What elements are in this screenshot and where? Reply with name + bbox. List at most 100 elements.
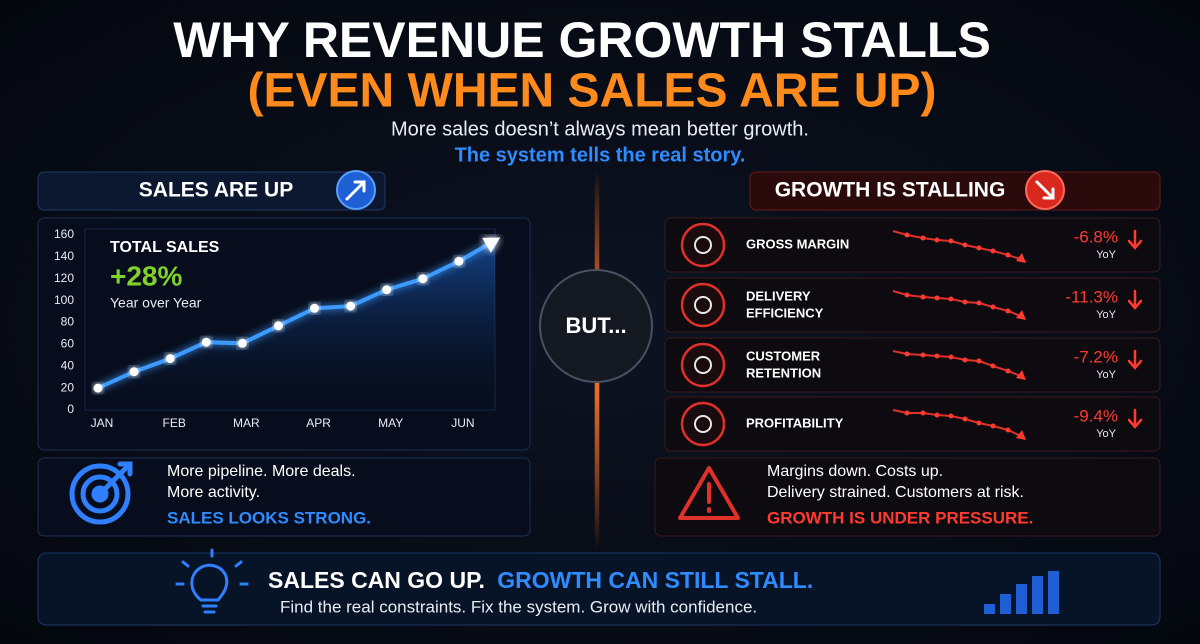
left-note: More pipeline. More deals. bbox=[167, 463, 356, 480]
metric-period: YoY bbox=[1096, 369, 1116, 381]
metric-trend-dot bbox=[990, 363, 996, 369]
line-point bbox=[346, 301, 356, 311]
left-note: More activity. bbox=[167, 484, 260, 501]
metric-down-arrow bbox=[1127, 289, 1143, 310]
metric-trend-dot bbox=[990, 423, 996, 429]
x-tick-label: FEB bbox=[163, 416, 186, 430]
y-tick-label: 0 bbox=[67, 402, 74, 416]
metric-trend-dot bbox=[976, 420, 982, 426]
metric-trend-dot bbox=[1005, 368, 1011, 374]
metric-trend-dot bbox=[920, 294, 926, 300]
metric-trend-dot bbox=[920, 352, 926, 358]
metric-trend-dot bbox=[990, 304, 996, 310]
x-tick-label: MAY bbox=[378, 416, 403, 430]
x-tick-label: MAR bbox=[233, 416, 260, 430]
metric-label: GROSS MARGIN bbox=[746, 236, 849, 251]
line-point bbox=[454, 256, 464, 266]
metric-change: -7.2% bbox=[1074, 347, 1118, 366]
metric-trend-dot bbox=[904, 292, 910, 298]
y-tick-label: 20 bbox=[61, 380, 75, 394]
metric-trend bbox=[892, 409, 1024, 438]
y-tick-label: 140 bbox=[54, 249, 74, 263]
line-point bbox=[418, 274, 428, 284]
metric-trend-dot bbox=[920, 235, 926, 241]
left-heading: SALES ARE UP bbox=[139, 179, 293, 202]
subtitle-highlight: The system tells the real story. bbox=[455, 144, 746, 166]
title: WHY REVENUE GROWTH STALLS bbox=[173, 12, 991, 68]
footer-headline-main: SALES CAN GO UP. bbox=[268, 567, 485, 593]
metric-label: EFFICIENCY bbox=[746, 305, 824, 320]
line-point bbox=[382, 285, 392, 295]
left-conclusion: SALES LOOKS STRONG. bbox=[167, 508, 371, 527]
metric-trend-arrow bbox=[1016, 430, 1026, 440]
metric-icon bbox=[680, 222, 726, 268]
metric-trend-dot bbox=[904, 351, 910, 357]
line-point bbox=[165, 354, 175, 364]
y-tick-label: 80 bbox=[61, 315, 75, 329]
divider-text: BUT... bbox=[565, 313, 626, 338]
down-arrow bbox=[1035, 180, 1055, 200]
y-tick-label: 100 bbox=[54, 293, 74, 307]
metric-trend-dot bbox=[948, 413, 954, 419]
metric-trend-dot bbox=[976, 300, 982, 306]
metric-label: RETENTION bbox=[746, 365, 821, 380]
footer-box bbox=[37, 552, 1161, 626]
right-summary-box bbox=[654, 457, 1161, 537]
bulb-icon bbox=[175, 548, 249, 614]
metric-trend-dot bbox=[948, 354, 954, 360]
metric-icon bbox=[680, 282, 726, 328]
metric-trend-dot bbox=[934, 295, 940, 301]
right-note: Margins down. Costs up. bbox=[767, 463, 943, 480]
metric-trend-dot bbox=[934, 353, 940, 359]
annotation-note: Year over Year bbox=[110, 295, 202, 311]
right-heading: GROWTH IS STALLING bbox=[775, 179, 1006, 202]
metric-trend-arrow bbox=[1016, 310, 1026, 320]
metric-trend-dot bbox=[934, 237, 940, 243]
y-tick-label: 60 bbox=[61, 337, 75, 351]
metric-down-arrow bbox=[1127, 229, 1143, 250]
metric-trend-arrow bbox=[1016, 370, 1026, 380]
line-point bbox=[93, 383, 103, 393]
y-tick-label: 160 bbox=[54, 227, 74, 241]
line-point bbox=[237, 338, 247, 348]
metric-change: -6.8% bbox=[1074, 227, 1118, 246]
metric-trend-dot bbox=[976, 245, 982, 251]
metric-row bbox=[664, 396, 1161, 452]
metric-trend-dot bbox=[904, 410, 910, 416]
annotation-label: TOTAL SALES bbox=[110, 239, 220, 256]
metric-trend-dot bbox=[962, 242, 968, 248]
metric-trend-dot bbox=[920, 410, 926, 416]
metric-icon-dot bbox=[694, 296, 712, 314]
metric-icon-dot bbox=[694, 415, 712, 433]
metric-trend-dot bbox=[904, 232, 910, 238]
right-conclusion: GROWTH IS UNDER PRESSURE. bbox=[767, 508, 1033, 527]
footer-tagline: Find the real constraints. Fix the syste… bbox=[280, 597, 757, 616]
line-arrowhead bbox=[482, 237, 501, 253]
y-tick-label: 40 bbox=[61, 358, 75, 372]
divider-badge bbox=[539, 269, 653, 383]
y-tick-label: 120 bbox=[54, 271, 74, 285]
metric-label: PROFITABILITY bbox=[746, 415, 844, 430]
annotation-value: +28% bbox=[110, 260, 182, 291]
x-tick-label: APR bbox=[306, 416, 331, 430]
metric-trend-dot bbox=[1005, 252, 1011, 258]
metric-trend-dot bbox=[962, 416, 968, 422]
metric-row bbox=[664, 337, 1161, 393]
metric-change: -9.4% bbox=[1074, 406, 1118, 425]
metric-trend-arrow bbox=[1016, 253, 1026, 263]
metric-trend bbox=[892, 350, 1024, 378]
metric-period: YoY bbox=[1096, 249, 1116, 261]
metric-trend-dot bbox=[948, 296, 954, 302]
metric-trend-dot bbox=[962, 357, 968, 363]
line-area bbox=[98, 240, 495, 410]
line-point bbox=[129, 367, 139, 377]
metric-period: YoY bbox=[1096, 309, 1116, 321]
target-icon bbox=[69, 461, 133, 525]
bars-icon bbox=[984, 571, 1059, 614]
x-tick-label: JUN bbox=[451, 416, 474, 430]
metric-icon-dot bbox=[694, 236, 712, 254]
x-tick-label: JAN bbox=[91, 416, 114, 430]
footer-headline-highlight: GROWTH CAN STILL STALL. bbox=[497, 567, 813, 593]
